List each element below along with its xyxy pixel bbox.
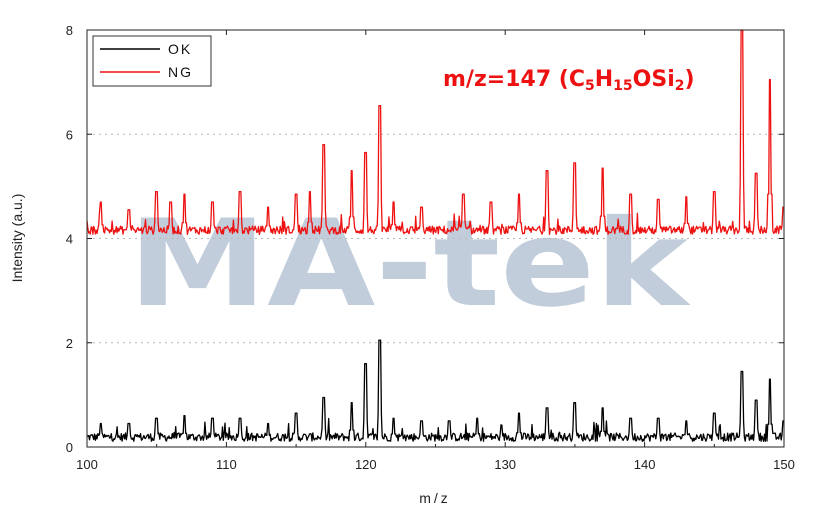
series-layer xyxy=(86,29,784,442)
y-tick-label: 8 xyxy=(66,23,73,38)
y-tick-label: 6 xyxy=(66,127,73,142)
x-tick-label: 150 xyxy=(773,457,795,472)
y-axis: 0 2 4 6 8 xyxy=(66,23,784,455)
annotation-part: OSi xyxy=(633,67,675,92)
x-tick-label: 100 xyxy=(76,457,98,472)
grid xyxy=(87,133,784,344)
x-axis: 100 110 120 130 140 150 xyxy=(76,30,795,472)
watermark: MA-tek xyxy=(128,195,692,334)
x-axis-label: m/z xyxy=(419,490,451,506)
y-tick-label: 0 xyxy=(66,440,73,455)
annotation-part: m/z=147 (C xyxy=(443,67,585,92)
annotation-part: ) xyxy=(684,67,694,92)
watermark-text: MA-tek xyxy=(128,195,692,334)
x-tick-label: 110 xyxy=(216,457,237,472)
legend-label-ok: OK xyxy=(168,41,192,57)
x-tick-label: 130 xyxy=(494,457,516,472)
legend: OK NG xyxy=(92,35,212,87)
legend-box xyxy=(92,35,212,87)
series-line-ng xyxy=(86,29,784,235)
y-tick-label: 2 xyxy=(66,336,73,351)
legend-label-ng: NG xyxy=(168,64,193,80)
x-tick-label: 120 xyxy=(355,457,377,472)
x-tick-label: 140 xyxy=(634,457,656,472)
annotation-part: 15 xyxy=(613,78,632,94)
y-tick-label: 4 xyxy=(66,232,73,247)
series-line-ok xyxy=(86,339,784,442)
y-axis-label: Intensity (a.u.) xyxy=(9,194,25,283)
annotation-part: 2 xyxy=(675,78,685,94)
peak-annotation: m/z=147 (C5H15OSi2) xyxy=(443,67,695,94)
annotation-part: 5 xyxy=(585,78,595,94)
annotation-part: H xyxy=(595,67,613,92)
